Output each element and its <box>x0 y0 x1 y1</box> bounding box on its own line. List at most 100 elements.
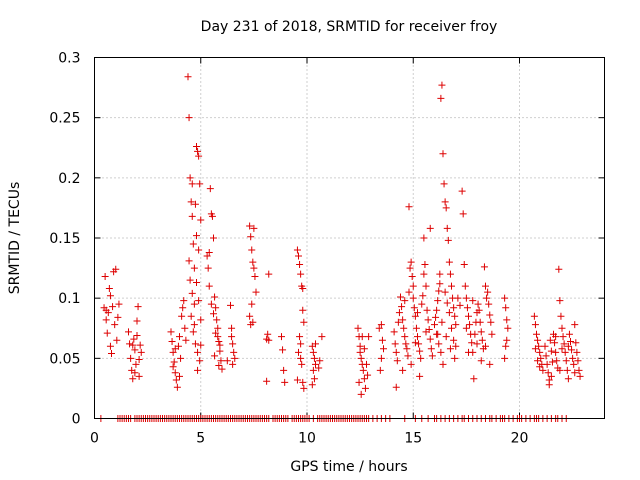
data-point <box>545 381 553 389</box>
data-point <box>484 288 492 296</box>
data-point <box>184 73 192 81</box>
data-point <box>394 318 402 326</box>
data-point <box>441 198 449 206</box>
data-point <box>431 321 438 329</box>
data-point <box>185 257 193 265</box>
data-point <box>170 358 178 366</box>
data-point <box>264 330 272 338</box>
data-point <box>442 333 450 341</box>
data-point <box>406 264 414 272</box>
data-point <box>223 357 231 365</box>
data-point <box>296 260 304 268</box>
data-point <box>547 372 555 380</box>
data-point <box>436 270 444 278</box>
data-point <box>195 246 203 254</box>
data-point <box>446 345 454 353</box>
data-point <box>125 328 132 336</box>
data-point <box>564 375 572 383</box>
data-point <box>574 357 582 365</box>
data-point <box>486 360 494 368</box>
data-point <box>541 342 549 350</box>
data-point <box>216 341 224 349</box>
data-point <box>395 309 403 317</box>
data-point <box>355 378 363 386</box>
data-point <box>439 360 447 368</box>
data-point <box>190 321 198 329</box>
data-point <box>469 297 477 305</box>
data-point <box>443 224 451 232</box>
data-point <box>552 333 560 341</box>
data-point <box>185 114 193 122</box>
data-point <box>412 324 420 332</box>
data-point <box>315 364 323 372</box>
data-point <box>480 263 488 271</box>
data-point <box>310 354 318 362</box>
data-point <box>392 383 400 391</box>
data-point <box>410 304 418 312</box>
data-point <box>360 345 368 353</box>
data-point <box>504 324 512 332</box>
y-tick-label: 0.3 <box>58 51 80 67</box>
data-point <box>397 293 404 301</box>
data-point <box>310 375 318 383</box>
data-point <box>556 366 564 374</box>
data-point <box>211 293 219 301</box>
data-point <box>542 352 550 360</box>
data-point <box>460 260 468 268</box>
data-point <box>190 300 198 308</box>
data-point <box>300 384 308 392</box>
data-point <box>539 366 547 374</box>
data-point <box>556 297 564 305</box>
data-point <box>441 288 449 296</box>
data-point <box>189 240 197 248</box>
data-point <box>248 300 256 308</box>
y-tick-label: 0.15 <box>49 231 80 247</box>
data-point <box>561 348 569 356</box>
data-point <box>214 324 222 332</box>
data-point <box>461 282 469 290</box>
data-point <box>126 340 134 348</box>
data-point <box>436 280 444 288</box>
y-axis-label: SRMTID / TECUs <box>7 182 23 295</box>
data-point <box>135 356 143 364</box>
data-point <box>424 316 432 324</box>
data-point <box>134 303 142 311</box>
data-point <box>503 316 511 324</box>
data-point <box>173 383 181 391</box>
data-point <box>530 312 538 320</box>
data-point <box>543 360 551 368</box>
data-point <box>488 330 496 338</box>
data-point <box>445 258 453 266</box>
data-point <box>440 180 448 188</box>
data-point <box>188 180 196 188</box>
data-point <box>108 350 115 358</box>
data-point <box>356 342 364 350</box>
data-point <box>572 339 580 347</box>
data-point <box>462 294 470 302</box>
data-point <box>182 336 190 344</box>
data-point <box>263 377 271 385</box>
data-point <box>443 299 451 307</box>
data-point <box>414 309 421 317</box>
data-point <box>197 341 205 349</box>
data-point <box>477 357 485 365</box>
data-point <box>312 360 319 368</box>
data-point <box>434 330 442 338</box>
data-point <box>246 312 254 320</box>
data-point <box>486 311 494 319</box>
data-point <box>432 313 440 321</box>
data-point <box>401 333 409 341</box>
data-point <box>416 372 424 380</box>
data-point <box>407 360 415 368</box>
data-point <box>295 348 302 356</box>
data-point <box>402 340 410 348</box>
data-point <box>390 328 398 336</box>
data-point <box>438 318 446 326</box>
data-point <box>459 210 467 218</box>
data-point <box>250 224 258 232</box>
data-point <box>551 339 559 347</box>
data-point <box>195 297 203 305</box>
data-point <box>435 340 443 348</box>
data-point <box>167 328 175 336</box>
data-point <box>420 234 428 242</box>
